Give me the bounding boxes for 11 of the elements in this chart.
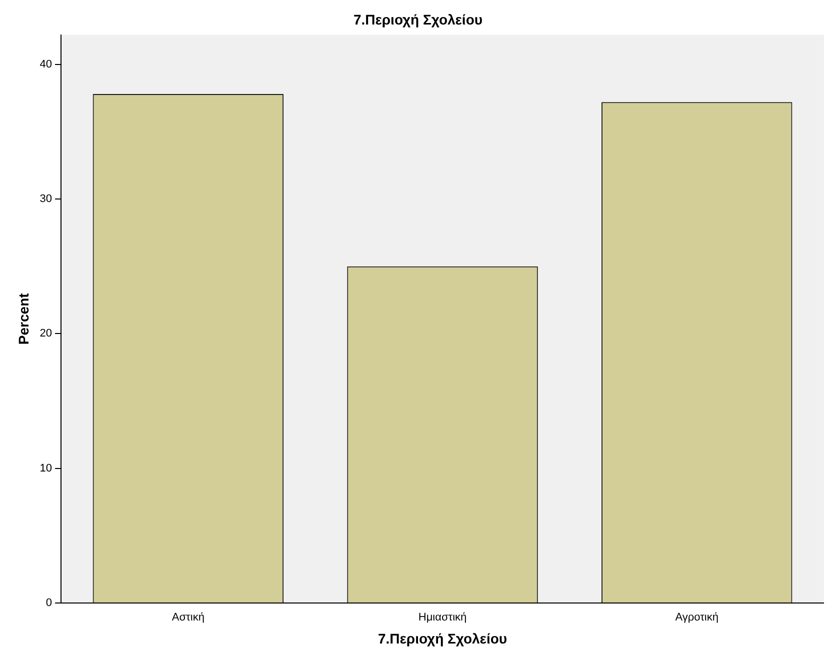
y-axis-title: Percent [15,292,32,345]
x-tick-label: Αστική [172,612,204,624]
y-tick-label: 20 [40,328,52,340]
y-tick-label: 30 [40,193,52,206]
x-tick-label: Αγροτική [675,612,718,624]
y-tick-label: 40 [40,58,52,70]
chart-title: 7.Περιοχή Σχολείου [353,11,483,28]
x-axis-title: 7.Περιοχή Σχολείου [378,630,508,646]
x-tick-label: Ημιαστική [418,612,467,624]
y-tick-label: 10 [40,462,52,474]
y-tick-label: 0 [46,597,52,610]
